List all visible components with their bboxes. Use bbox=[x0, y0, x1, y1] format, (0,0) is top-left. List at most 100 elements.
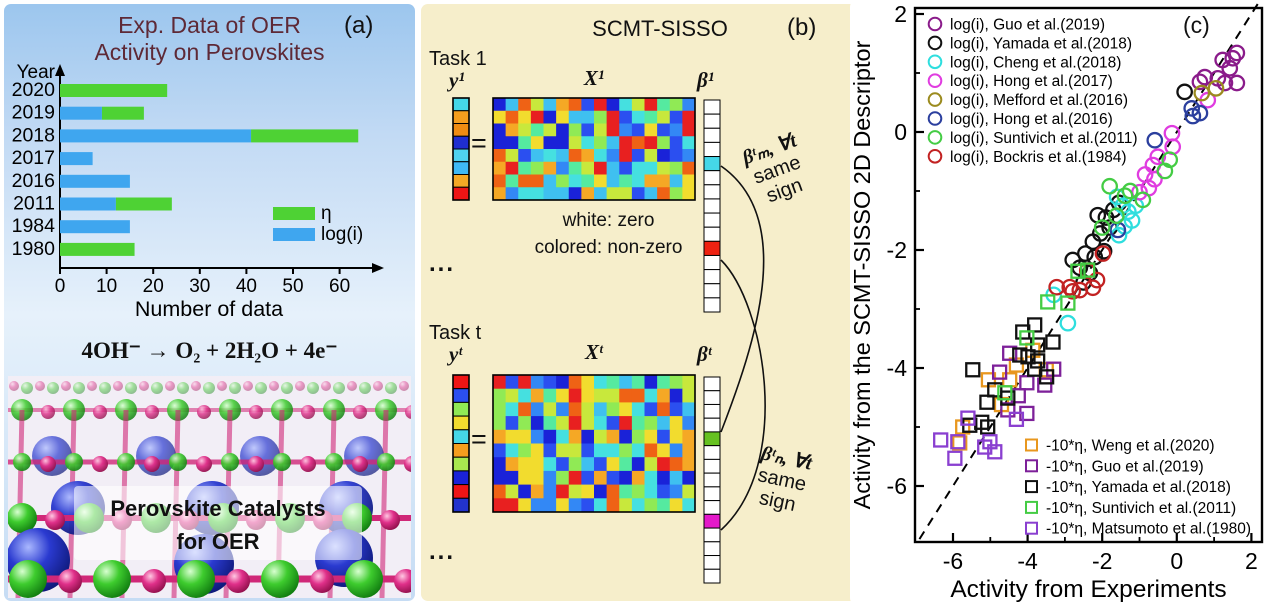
panel-c-parity-plot: -6 -4 -2 0 2 2 0 -2 -4 -6 Activity from Experiment… bbox=[850, 0, 1268, 605]
xt-matrix-cell bbox=[669, 484, 683, 499]
x1-matrix-cell bbox=[594, 110, 608, 124]
scatter-point-circle bbox=[1093, 219, 1111, 236]
legend-marker-circle bbox=[927, 16, 943, 32]
beta1-vector-cell bbox=[703, 254, 721, 271]
x1-matrix-cell bbox=[619, 136, 633, 150]
bar-legend-swatch bbox=[273, 228, 315, 241]
beta1-vector-cell bbox=[703, 283, 721, 299]
legend-marker-square bbox=[1025, 521, 1038, 535]
x1-matrix-cell bbox=[530, 174, 544, 188]
scatter-point-circle bbox=[1196, 68, 1214, 86]
x1-label: X¹ bbox=[583, 66, 605, 90]
xt-matrix-cell bbox=[543, 429, 557, 444]
xt-matrix-cell bbox=[594, 402, 608, 417]
x1-matrix-cell bbox=[594, 123, 608, 137]
x1-matrix-cell bbox=[505, 136, 519, 150]
xt-matrix-cell bbox=[606, 457, 620, 472]
legend-marker-square bbox=[1025, 459, 1038, 473]
atom-sphere bbox=[117, 453, 135, 471]
xt-matrix-cell bbox=[493, 457, 507, 472]
x1-matrix-cell bbox=[543, 187, 557, 201]
x1-matrix-cell bbox=[505, 174, 519, 188]
x1-matrix-cell bbox=[493, 187, 507, 201]
x1-matrix-cell bbox=[530, 149, 544, 163]
scatter-ylabel: Activity from the SCMT-SISSO 2D Descript… bbox=[850, 40, 875, 509]
x-tick-label: 40 bbox=[236, 276, 257, 297]
xt-matrix-cell bbox=[505, 388, 519, 403]
atom-sphere bbox=[65, 453, 83, 471]
scatter-point-square bbox=[982, 434, 998, 450]
xt-matrix-cell bbox=[530, 416, 544, 431]
x1-matrix-cell bbox=[669, 123, 683, 137]
x1-matrix-cell bbox=[493, 174, 507, 188]
xt-matrix-cell bbox=[669, 402, 683, 417]
xt-matrix-cell bbox=[543, 443, 557, 458]
bar-category-label: 1980 bbox=[12, 238, 56, 260]
betat-vector-cell bbox=[703, 403, 721, 419]
xt-matrix-cell bbox=[556, 484, 570, 499]
bar-legend-swatch bbox=[273, 207, 315, 220]
yt-vector-cell bbox=[452, 497, 470, 513]
xt-matrix-cell bbox=[657, 484, 671, 499]
scatter-point-square bbox=[977, 439, 993, 455]
scatter-point-square bbox=[1000, 390, 1016, 406]
xt-matrix-cell bbox=[631, 402, 645, 417]
x1-matrix-cell bbox=[619, 174, 633, 188]
xt-matrix-cell bbox=[682, 375, 696, 390]
bar-legend-label: η bbox=[321, 203, 332, 224]
scatter-point-circle bbox=[1059, 314, 1077, 332]
x1-matrix-cell bbox=[493, 110, 507, 124]
scatter-point-circle bbox=[1097, 209, 1115, 226]
panel-a-title-line1: Exp. Data of OER bbox=[118, 12, 301, 38]
panel-b-label: (b) bbox=[787, 14, 817, 41]
legend-label: -10*η, Guo et al.(2019) bbox=[1046, 458, 1204, 475]
panel-a-title: Exp. Data of OER Activity on Perovskites bbox=[4, 12, 415, 66]
caption-line2: for OER bbox=[176, 529, 260, 554]
xt-matrix-cell bbox=[619, 443, 633, 458]
betat-label: βᵗ bbox=[697, 342, 712, 366]
xt-matrix-cell bbox=[505, 457, 519, 472]
xt-matrix-cell bbox=[505, 470, 519, 485]
atom-sphere bbox=[307, 382, 319, 394]
xt-matrix-cell bbox=[581, 416, 595, 431]
x1-matrix-cell bbox=[493, 136, 507, 150]
scatter-point-square bbox=[1012, 347, 1028, 363]
xt-matrix-cell bbox=[644, 457, 658, 472]
legend-label: -10*η, Suntivich et al.(2011) bbox=[1046, 500, 1236, 517]
x1-matrix-cell bbox=[644, 149, 658, 163]
yt-vector-cell bbox=[452, 429, 470, 444]
x1-matrix-cell bbox=[657, 187, 671, 201]
atom-sphere bbox=[40, 456, 56, 472]
x1-matrix-cell bbox=[606, 187, 620, 201]
atom-sphere bbox=[113, 381, 123, 391]
y1-vector-cell bbox=[452, 161, 470, 175]
x-tick-label: 20 bbox=[143, 276, 164, 297]
x-tick-label: 50 bbox=[282, 276, 303, 297]
xt-matrix-cell bbox=[619, 402, 633, 417]
xt-matrix-cell bbox=[493, 498, 507, 513]
xt-matrix-cell bbox=[543, 402, 557, 417]
xt-matrix-cell bbox=[530, 402, 544, 417]
x1-matrix-cell bbox=[669, 149, 683, 163]
scatter-point-circle bbox=[1184, 107, 1202, 125]
x-tick-label: 30 bbox=[189, 276, 210, 297]
atom-sphere bbox=[261, 560, 299, 598]
scatter-point-square bbox=[933, 432, 949, 448]
x1-matrix-cell bbox=[644, 110, 658, 124]
betat-vector-cell bbox=[703, 568, 721, 584]
beta1-vector-cell bbox=[703, 184, 721, 200]
bar-segment-eta bbox=[251, 129, 359, 143]
atom-sphere bbox=[405, 405, 411, 419]
scatter-point-circle bbox=[1221, 59, 1239, 77]
xt-matrix-cell bbox=[493, 416, 507, 431]
atom-sphere bbox=[151, 382, 163, 394]
x1-matrix-cell bbox=[568, 110, 582, 124]
xt-matrix-cell bbox=[543, 388, 557, 403]
x1-matrix-cell bbox=[631, 174, 645, 188]
bar-segment-eta bbox=[101, 106, 144, 120]
xt-matrix-cell bbox=[543, 375, 557, 390]
bar-segment-eta bbox=[60, 84, 168, 97]
task1-label: Task 1 bbox=[429, 48, 487, 70]
x1-matrix-cell bbox=[518, 110, 532, 124]
